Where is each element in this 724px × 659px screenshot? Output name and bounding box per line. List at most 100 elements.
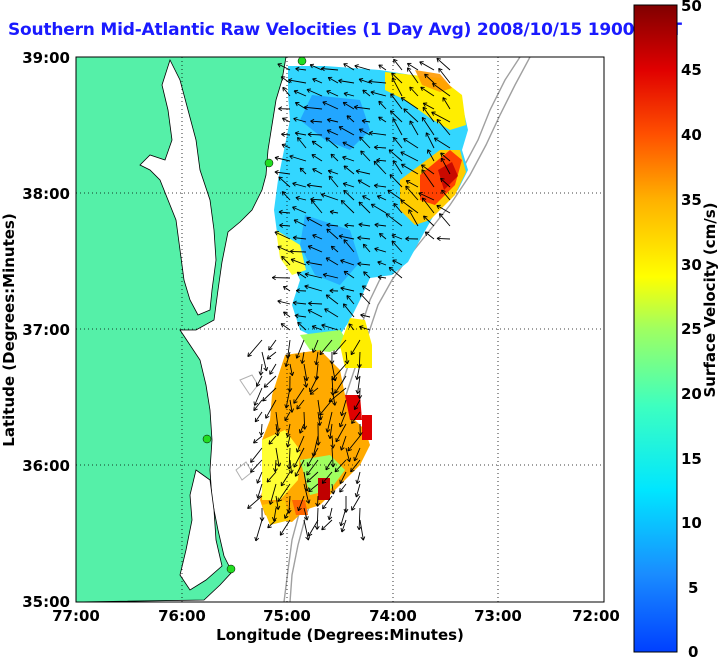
velocity-arrow-head	[296, 405, 298, 410]
velocity-arrow-head	[393, 59, 395, 64]
velocity-arrow-head	[376, 157, 381, 161]
velocity-arrow-head	[323, 272, 328, 275]
velocity-arrow-head	[392, 118, 397, 121]
velocity-arrow	[280, 471, 291, 487]
velocity-arrow-head	[325, 428, 328, 433]
velocity-arrow-head	[328, 397, 331, 402]
velocity-arrow	[390, 110, 403, 123]
velocity-arrow	[340, 287, 355, 292]
velocity-arrow-head	[278, 106, 283, 110]
velocity-arrow-head	[282, 87, 284, 92]
velocity-arrow	[307, 133, 323, 136]
velocity-arrow	[327, 129, 339, 136]
velocity-arrow-head	[374, 144, 379, 148]
colorbar-tick-label: 40	[681, 126, 702, 144]
velocity-arrow-head	[359, 293, 362, 298]
velocity-arrow-head	[296, 407, 301, 410]
velocity-arrow	[403, 138, 419, 149]
velocity-arrow-head	[362, 89, 365, 94]
velocity-arrow-head	[408, 209, 413, 213]
velocity-arrow-head	[253, 441, 258, 444]
velocity-arrow-head	[349, 457, 352, 462]
velocity-arrow	[342, 156, 355, 162]
velocity-arrow-head	[281, 255, 286, 258]
velocity-arrow	[308, 302, 323, 305]
velocity-arrow-head	[340, 287, 344, 292]
velocity-arrow-head	[261, 517, 265, 522]
velocity-arrow-head	[368, 79, 373, 82]
velocity-arrow-head	[311, 141, 315, 145]
velocity-arrow	[343, 303, 355, 318]
velocity-arrow-head	[320, 193, 325, 198]
velocity-arrow	[355, 483, 361, 498]
velocity-arrow	[436, 205, 451, 214]
velocity-arrow	[284, 411, 291, 421]
velocity-arrow-head	[303, 516, 308, 521]
velocity-arrow-head	[359, 326, 363, 330]
velocity-arrow-head	[289, 372, 293, 377]
velocity-arrow-head	[343, 165, 346, 170]
velocity-arrow-head	[326, 222, 331, 226]
velocity-arrow-head	[278, 427, 281, 432]
velocity-arrow-head	[321, 323, 326, 326]
colorbar-tick-label: 45	[681, 61, 702, 79]
velocity-arrow	[274, 171, 291, 175]
velocity-arrow	[297, 495, 305, 511]
velocity-arrow	[297, 137, 307, 149]
velocity-arrow-head	[288, 79, 292, 83]
velocity-arrow-head	[309, 64, 313, 69]
velocity-arrow-head	[340, 286, 345, 289]
velocity-arrow	[303, 363, 308, 381]
velocity-arrow-head	[436, 118, 441, 122]
velocity-arrow-head	[391, 233, 396, 236]
velocity-arrow-head	[340, 259, 345, 261]
velocity-arrow-head	[374, 183, 379, 186]
velocity-arrow	[334, 375, 347, 394]
velocity-arrow	[321, 519, 333, 531]
velocity-arrow-head	[354, 458, 358, 462]
velocity-arrow	[377, 195, 387, 201]
velocity-arrow-head	[266, 355, 269, 360]
velocity-arrow-head	[276, 463, 280, 467]
velocity-arrow	[356, 471, 361, 484]
velocity-arrow-head	[280, 533, 285, 536]
velocity-arrow-head	[355, 170, 360, 174]
x-tick-label: 76:00	[158, 607, 206, 625]
velocity-arrow	[374, 248, 387, 253]
velocity-arrow-head	[423, 215, 425, 220]
velocity-arrow-head	[358, 201, 364, 204]
velocity-arrow	[436, 237, 451, 240]
velocity-arrow-head	[321, 192, 326, 195]
velocity-arrow	[331, 435, 334, 449]
velocity-arrow-head	[358, 78, 363, 83]
velocity-arrow-head	[314, 361, 317, 366]
velocity-arrow-head	[391, 240, 394, 245]
velocity-arrow-head	[391, 234, 395, 239]
velocity-arrow	[374, 146, 387, 149]
velocity-arrow-head	[360, 150, 365, 153]
velocity-vectors	[247, 57, 451, 542]
velocity-arrow-head	[405, 236, 410, 240]
velocity-arrow	[405, 180, 419, 188]
velocity-arrow-head	[441, 157, 446, 161]
velocity-arrow-head	[389, 174, 392, 179]
velocity-arrow	[378, 116, 387, 123]
velocity-arrow-head	[268, 348, 273, 351]
velocity-arrow	[389, 174, 403, 188]
velocity-arrow-head	[292, 182, 296, 187]
velocity-arrow-head	[360, 313, 365, 316]
velocity-arrow-head	[310, 120, 314, 124]
velocity-arrow-head	[268, 440, 271, 445]
velocity-arrow	[331, 387, 336, 406]
velocity-arrow-head	[341, 199, 346, 202]
velocity-arrow-head	[356, 526, 360, 531]
velocity-arrow	[328, 170, 339, 175]
velocity-arrow	[312, 339, 319, 353]
velocity-arrow-head	[274, 432, 279, 437]
velocity-arrow-head	[341, 412, 345, 417]
velocity-arrow-head	[378, 233, 382, 238]
velocity-arrow-head	[295, 197, 300, 201]
velocity-arrow-head	[421, 169, 426, 172]
velocity-arrow	[321, 68, 339, 71]
velocity-arrow	[387, 189, 403, 201]
